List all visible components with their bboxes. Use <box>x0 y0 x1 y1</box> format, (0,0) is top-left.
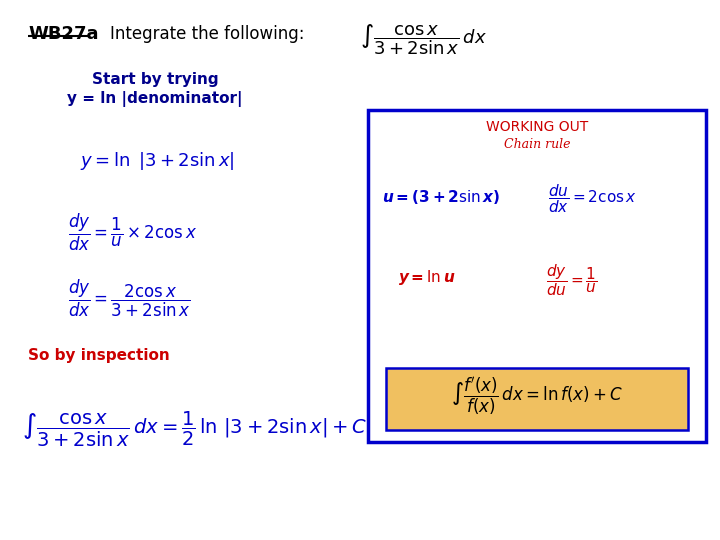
Text: Integrate the following:: Integrate the following: <box>110 25 305 43</box>
Text: $\int \dfrac{f'(x)}{f(x)}\,dx = \ln f(x) + C$: $\int \dfrac{f'(x)}{f(x)}\,dx = \ln f(x)… <box>451 376 623 418</box>
Text: $\int \dfrac{\cos x}{3+2\sin x}\,dx = \dfrac{1}{2}\,\ln\,|3 + 2\sin x| + C$: $\int \dfrac{\cos x}{3+2\sin x}\,dx = \d… <box>22 410 367 449</box>
Text: So by inspection: So by inspection <box>28 348 170 363</box>
Text: Start by trying: Start by trying <box>91 72 218 87</box>
Text: $\dfrac{du}{dx} = 2\cos x$: $\dfrac{du}{dx} = 2\cos x$ <box>548 182 637 215</box>
Text: $\dfrac{dy}{dx} = \dfrac{2\cos x}{3+2\sin x}$: $\dfrac{dy}{dx} = \dfrac{2\cos x}{3+2\si… <box>68 278 191 319</box>
Text: $\dfrac{dy}{dx} = \dfrac{1}{u} \times 2\cos x$: $\dfrac{dy}{dx} = \dfrac{1}{u} \times 2\… <box>68 212 197 253</box>
FancyBboxPatch shape <box>368 110 706 442</box>
Text: WB27a: WB27a <box>28 25 99 43</box>
Text: $\boldsymbol{y = \ln u}$: $\boldsymbol{y = \ln u}$ <box>398 268 456 287</box>
FancyBboxPatch shape <box>386 368 688 430</box>
Text: y = ln |denominator|: y = ln |denominator| <box>67 91 243 107</box>
Text: $\boldsymbol{u = (3 + 2\sin x)}$: $\boldsymbol{u = (3 + 2\sin x)}$ <box>382 188 500 206</box>
Text: $\int \dfrac{\cos x}{3+2\sin x}\,dx$: $\int \dfrac{\cos x}{3+2\sin x}\,dx$ <box>360 22 487 57</box>
Text: WORKING OUT: WORKING OUT <box>486 120 588 134</box>
Text: $\dfrac{dy}{du} = \dfrac{1}{u}$: $\dfrac{dy}{du} = \dfrac{1}{u}$ <box>546 262 598 298</box>
Text: $y = \ln\ |3 + 2\sin x|$: $y = \ln\ |3 + 2\sin x|$ <box>80 150 235 172</box>
Text: Chain rule: Chain rule <box>504 138 570 151</box>
